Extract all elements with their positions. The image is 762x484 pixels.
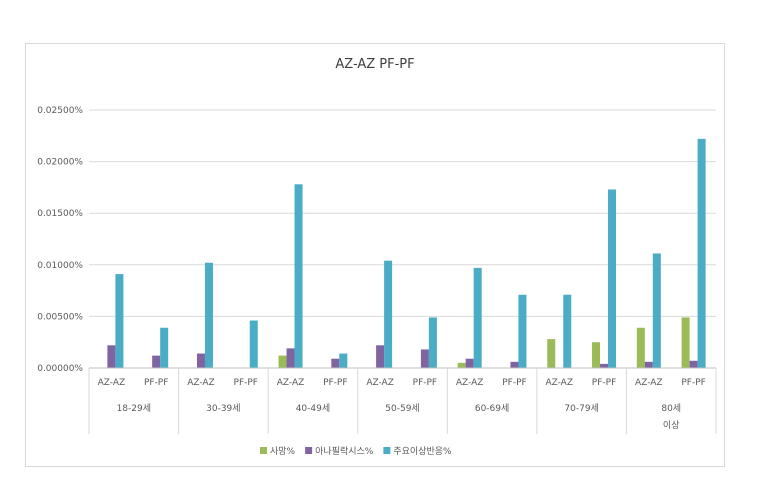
bar bbox=[294, 184, 303, 368]
gridlines bbox=[89, 109, 716, 317]
x-tick-label: AZ-AZ bbox=[277, 378, 305, 388]
group-label: 40-49세 bbox=[296, 403, 330, 414]
y-tick-label: 0.02500% bbox=[37, 106, 83, 116]
group-label: 80세 bbox=[661, 403, 681, 414]
bar bbox=[518, 294, 527, 368]
legend-swatch bbox=[260, 447, 267, 454]
y-tick-label: 0.00500% bbox=[37, 312, 83, 322]
bar bbox=[196, 353, 205, 368]
bar bbox=[339, 353, 348, 368]
bar bbox=[160, 327, 169, 368]
bar bbox=[652, 253, 661, 368]
x-tick-label: PF-PF bbox=[144, 378, 168, 388]
bar bbox=[547, 339, 556, 368]
bar bbox=[644, 361, 653, 368]
axes: 0.00000% 0.00500% 0.01000% 0.01500% 0.02000%… bbox=[37, 106, 717, 434]
group-label: 70-79세 bbox=[564, 403, 598, 414]
group-label: 30-39세 bbox=[206, 403, 240, 414]
x-tick-label: PF-PF bbox=[681, 378, 705, 388]
bar bbox=[697, 138, 706, 368]
bar bbox=[465, 358, 474, 368]
chart-title: AZ-AZ PF-PF bbox=[335, 57, 414, 72]
bar bbox=[331, 358, 340, 368]
bar bbox=[384, 260, 393, 368]
x-tick-label: AZ-AZ bbox=[545, 378, 573, 388]
bar bbox=[152, 355, 161, 368]
x-tick-label: AZ-AZ bbox=[456, 378, 484, 388]
bar bbox=[473, 267, 482, 368]
bar bbox=[115, 274, 124, 368]
bar bbox=[420, 349, 429, 368]
bar bbox=[600, 363, 609, 368]
y-tick-label: 0.01000% bbox=[37, 261, 83, 271]
legend: 사망% 아나필락시스% 주요이상반응% bbox=[260, 445, 452, 457]
bar bbox=[204, 262, 213, 368]
x-tick-label: AZ-AZ bbox=[98, 378, 126, 388]
bar bbox=[376, 345, 385, 368]
bar bbox=[428, 317, 437, 368]
legend-swatch bbox=[383, 447, 391, 454]
bar bbox=[249, 320, 258, 368]
group-label: 18-29세 bbox=[117, 403, 151, 414]
bar bbox=[681, 317, 690, 368]
bars bbox=[107, 138, 706, 368]
y-tick-label: 0.01500% bbox=[37, 209, 83, 219]
bar bbox=[608, 189, 617, 368]
bar bbox=[107, 345, 116, 368]
legend-label: 아나필락시스% bbox=[315, 445, 374, 457]
x-tick-label: PF-PF bbox=[413, 378, 437, 388]
bar bbox=[457, 362, 466, 368]
bar bbox=[286, 348, 295, 368]
x-tick-label: AZ-AZ bbox=[635, 378, 663, 388]
legend-swatch bbox=[305, 447, 313, 454]
y-tick-label: 0.02000% bbox=[37, 158, 83, 168]
legend-label: 사망% bbox=[270, 446, 296, 457]
x-tick-label: PF-PF bbox=[234, 378, 258, 388]
bar bbox=[510, 361, 519, 368]
group-label: 50-59세 bbox=[385, 403, 419, 414]
group-label: 60-69세 bbox=[475, 403, 509, 414]
bar bbox=[592, 342, 601, 368]
bar bbox=[278, 355, 287, 368]
x-tick-label: PF-PF bbox=[502, 378, 526, 388]
x-tick-label: PF-PF bbox=[323, 378, 347, 388]
x-tick-label: PF-PF bbox=[592, 378, 616, 388]
bar bbox=[689, 360, 698, 368]
y-tick-label: 0.00000% bbox=[37, 364, 83, 374]
legend-label: 주요이상반응% bbox=[393, 446, 452, 457]
x-tick-label: AZ-AZ bbox=[366, 378, 394, 388]
group-label: 이상 bbox=[663, 420, 680, 431]
x-tick-label: AZ-AZ bbox=[187, 378, 215, 388]
bar bbox=[636, 327, 645, 368]
bar bbox=[563, 294, 572, 368]
